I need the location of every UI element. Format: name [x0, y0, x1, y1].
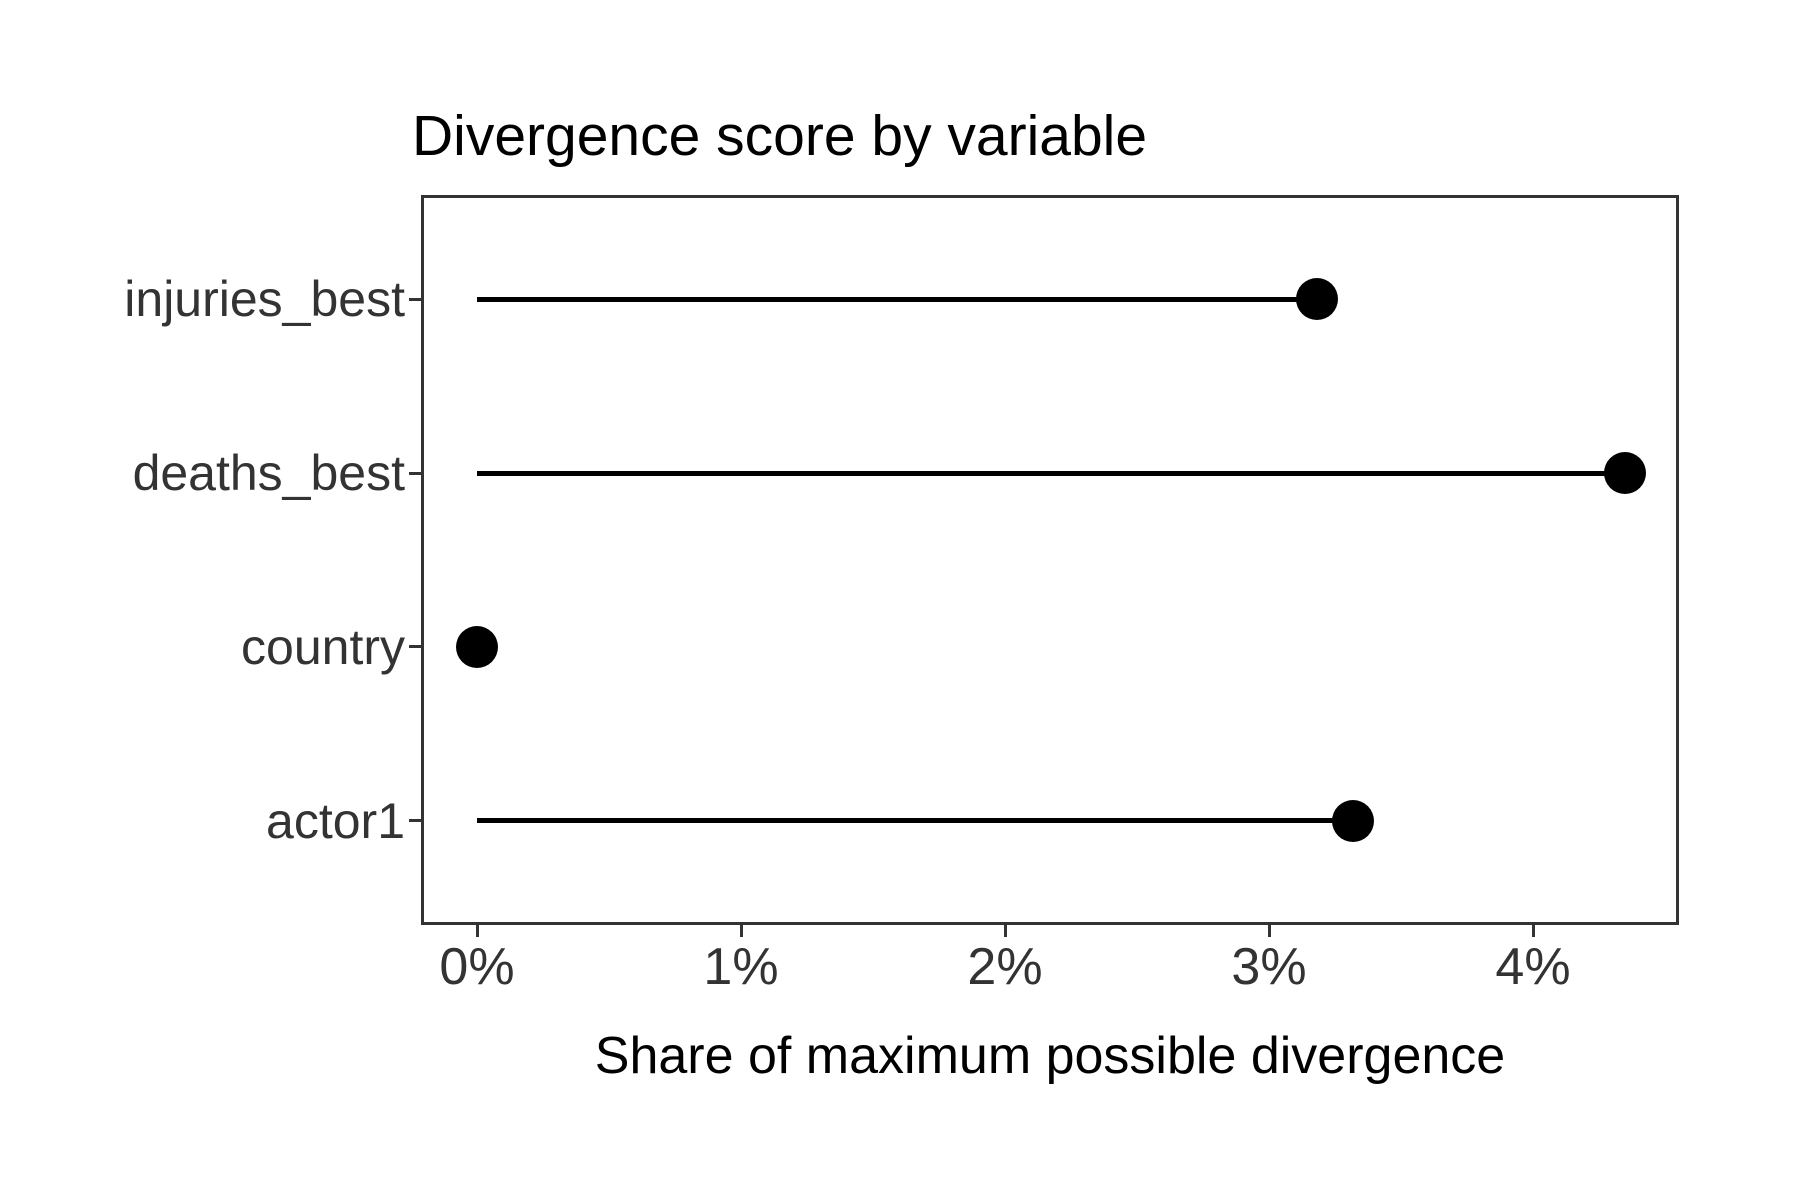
y-axis-label: actor1	[266, 792, 405, 849]
plot-panel	[421, 195, 1679, 925]
y-axis-tick	[409, 645, 421, 649]
lollipop-point	[1332, 799, 1375, 842]
x-axis-tick	[1003, 925, 1007, 937]
lollipop-point	[1604, 452, 1647, 495]
lollipop-stem	[477, 818, 1354, 824]
y-axis-label: injuries_best	[124, 271, 405, 328]
x-axis-tick-label: 0%	[439, 938, 515, 996]
chart-title: Divergence score by variable	[412, 104, 1148, 168]
lollipop-point	[456, 625, 498, 668]
lollipop-point	[1295, 278, 1338, 321]
y-axis-tick	[409, 471, 421, 475]
x-axis-title: Share of maximum possible divergence	[594, 1027, 1506, 1085]
x-axis-tick	[1531, 925, 1535, 937]
y-axis-label: deaths_best	[132, 445, 405, 502]
x-axis-tick-label: 4%	[1495, 938, 1571, 996]
lollipop-stem	[477, 296, 1317, 302]
x-axis-tick	[475, 925, 479, 937]
x-axis-tick-label: 2%	[967, 938, 1043, 996]
lollipop-stem	[477, 470, 1626, 476]
x-axis-tick-label: 1%	[703, 938, 779, 996]
y-axis-tick	[409, 819, 421, 823]
y-axis-tick	[409, 297, 421, 301]
x-axis-tick-label: 3%	[1231, 938, 1307, 996]
x-axis-tick	[1267, 925, 1271, 937]
x-axis-tick	[739, 925, 743, 937]
y-axis-label: country	[241, 618, 405, 675]
